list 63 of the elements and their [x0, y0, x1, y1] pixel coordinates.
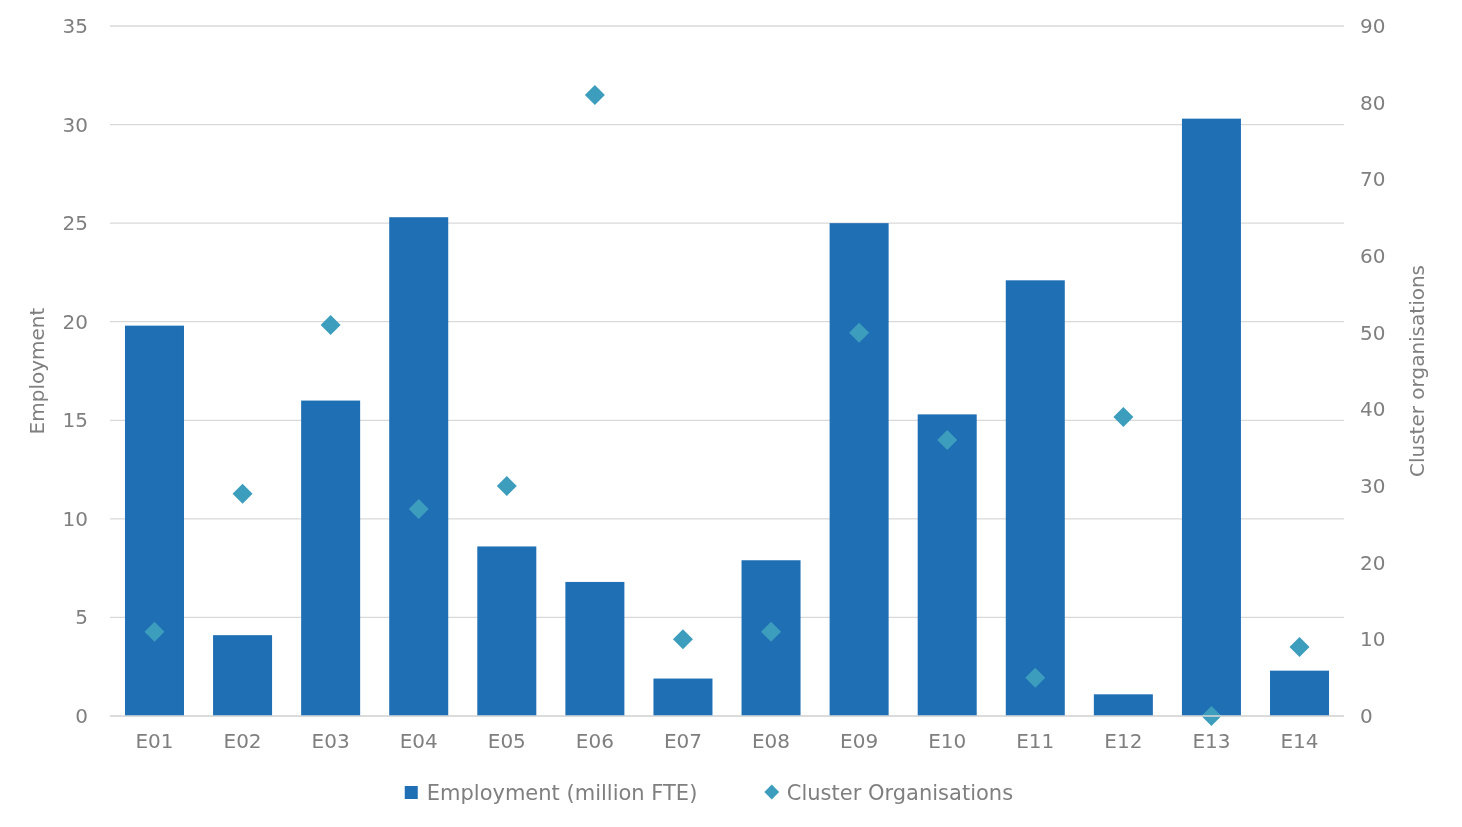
point — [584, 85, 605, 105]
x-tick-label: E12 — [1104, 729, 1143, 753]
bar — [565, 581, 625, 716]
y2-tick-label: 60 — [1360, 244, 1386, 268]
y2-tick-label: 80 — [1360, 90, 1386, 115]
bar — [1181, 118, 1241, 716]
point — [849, 322, 870, 343]
x-tick-label: E14 — [1280, 729, 1319, 753]
x-tick-label: E10 — [928, 729, 967, 753]
y2-tick-label: 0 — [1360, 704, 1373, 728]
y-tick-label: 30 — [62, 112, 88, 137]
point — [1289, 637, 1310, 657]
y-tick-label: 10 — [62, 506, 88, 531]
y-tick-label: 5 — [75, 605, 88, 630]
y2-axis-title: Cluster organisations — [1405, 264, 1429, 478]
y2-tick-label: 30 — [1360, 474, 1386, 498]
point — [232, 483, 253, 504]
bar — [389, 217, 449, 716]
x-tick-label: E09 — [840, 729, 879, 753]
legend-label: Cluster Organisations — [786, 781, 1014, 805]
bar — [741, 560, 801, 716]
bar — [1270, 670, 1330, 716]
y2-tick-label: 40 — [1360, 397, 1386, 422]
bar — [829, 223, 889, 716]
bar — [653, 678, 713, 716]
point — [1113, 407, 1134, 427]
y2-tick-label: 10 — [1360, 627, 1386, 652]
x-tick-label: E13 — [1192, 729, 1231, 753]
bar — [1093, 694, 1153, 716]
point — [144, 621, 165, 642]
x-tick-label: E07 — [663, 729, 703, 753]
x-tick-label: E08 — [751, 729, 791, 753]
point — [320, 315, 341, 335]
point — [408, 499, 429, 519]
bar — [1005, 280, 1065, 716]
y2-tick-label: 70 — [1360, 167, 1386, 192]
y-tick-label: 15 — [62, 408, 88, 433]
y-tick-label: 25 — [62, 211, 88, 236]
bar — [213, 635, 273, 716]
point — [1025, 667, 1046, 688]
x-tick-label: E02 — [223, 729, 262, 753]
point — [761, 621, 782, 642]
y2-tick-label: 90 — [1360, 14, 1386, 38]
x-tick-label: E11 — [1016, 729, 1055, 753]
x-tick-label: E06 — [575, 729, 614, 753]
x-tick-label: E01 — [135, 729, 174, 753]
y-tick-label: 20 — [62, 309, 88, 334]
bar — [917, 414, 977, 716]
y-tick-label: 35 — [62, 14, 88, 38]
y-tick-label: 0 — [75, 704, 88, 728]
y2-tick-label: 50 — [1360, 320, 1386, 345]
bar — [301, 400, 361, 716]
legend-label: Employment (million FTE) — [426, 781, 698, 805]
point — [937, 430, 958, 450]
point — [672, 629, 693, 650]
y-axis-title: Employment — [25, 307, 49, 435]
x-tick-label: E05 — [487, 729, 526, 753]
x-tick-label: E04 — [399, 729, 438, 753]
y2-tick-label: 20 — [1360, 550, 1386, 575]
bar — [477, 546, 537, 716]
x-tick-label: E03 — [311, 729, 350, 753]
bar — [124, 325, 184, 716]
point — [496, 476, 517, 496]
